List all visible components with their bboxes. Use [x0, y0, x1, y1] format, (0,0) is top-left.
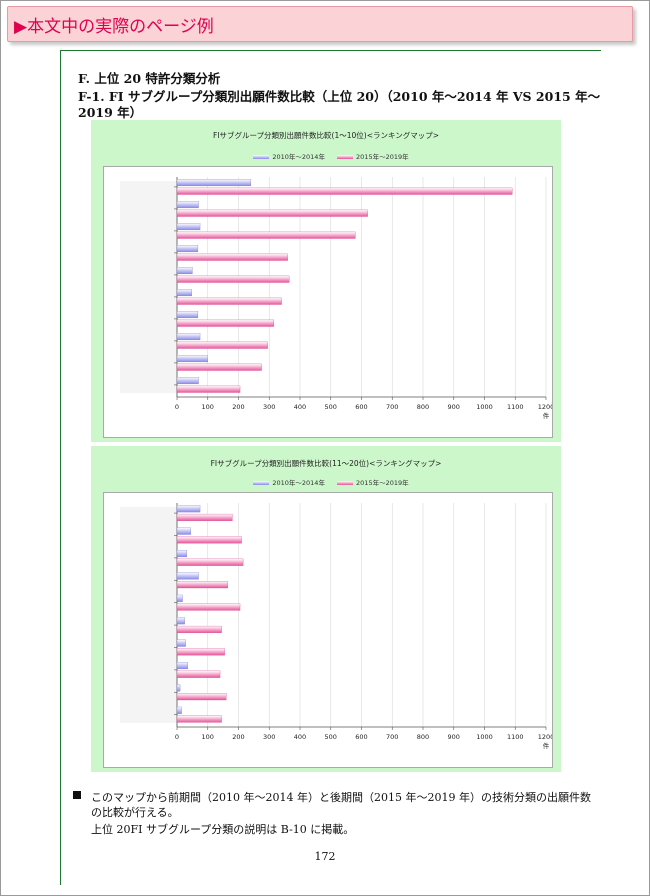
bar-series1	[176, 594, 183, 602]
x-tick-label: 500	[325, 733, 337, 741]
chart-title-2: FIサブグループ分類別出願件数比較(11～20位)<ランキングマップ>	[210, 459, 442, 468]
legend-label-series2: 2015年～2019年	[356, 153, 409, 161]
bar-series1	[176, 572, 199, 580]
bar-series2	[176, 363, 262, 371]
bar-series2	[176, 558, 244, 566]
legend-swatch-series1	[253, 155, 270, 159]
bar-series1	[176, 639, 186, 647]
chart-plot-1: 0 100 200 300 400 500 600 700 800 900 1000 1100 1200…	[103, 166, 553, 438]
bar-series2	[176, 670, 221, 678]
bar-series2	[176, 209, 368, 217]
category-label-area	[120, 507, 177, 723]
bar-series1	[176, 550, 187, 558]
bar-series2	[176, 648, 225, 656]
bar-series2	[176, 275, 290, 283]
x-tick-label: 700	[386, 403, 398, 411]
bar-series2	[176, 536, 242, 544]
bar-series2	[176, 253, 288, 261]
chart-legend-1: 2010年～2014年 2015年～2019年	[91, 151, 561, 161]
chart-plot-2: 0 100 200 300 400 500 600 700 800 900 1000 1100 1200…	[103, 492, 553, 768]
bar-series1	[176, 179, 251, 187]
chart-title-1: FIサブグループ分類別出願件数比較(1～10位)<ランキングマップ>	[212, 131, 440, 140]
legend-label-series1: 2010年～2014年	[272, 479, 325, 487]
bar-series1	[176, 267, 193, 275]
chart-panel-1: FIサブグループ分類別出願件数比較(1～10位)<ランキングマップ> 2010年…	[91, 120, 561, 442]
legend-swatch-series1	[253, 481, 270, 485]
bar-series1	[176, 311, 199, 319]
x-tick-label: 1200	[538, 733, 552, 741]
bar-series2	[176, 187, 513, 195]
bar-series1	[176, 706, 182, 714]
chart-legend-2: 2010年～2014年 2015年～2019年	[91, 477, 561, 487]
body-text-line1: このマップから前期間（2010 年～2014 年）と後期間（2015 年～201…	[91, 791, 591, 804]
x-tick-label: 700	[386, 733, 398, 741]
chart-svg-2: 0 100 200 300 400 500 600 700 800 900 1000 1100 1200…	[120, 503, 552, 750]
bar-series2	[176, 385, 241, 393]
bar-series1	[176, 245, 199, 253]
x-tick-label: 900	[448, 733, 460, 741]
body-text-line3: 上位 20FI サブグループ分類の説明は B-10 に掲載。	[91, 823, 355, 836]
x-tick-label: 800	[417, 403, 429, 411]
section-subheading-line2: 2019 年）	[78, 105, 143, 120]
example-banner: ▶本文中の実際のページ例	[7, 6, 633, 42]
bar-series1	[176, 527, 191, 535]
x-tick-label: 600	[355, 403, 367, 411]
x-tick-label: 500	[325, 403, 337, 411]
x-tick-label: 0	[175, 733, 179, 741]
x-tick-label: 1100	[507, 403, 524, 411]
x-tick-label: 600	[355, 733, 367, 741]
bar-series1	[176, 355, 208, 363]
legend-swatch-series2	[337, 155, 354, 159]
page-border	[60, 50, 601, 885]
bar-series1	[176, 505, 201, 513]
x-tick-label: 100	[202, 733, 214, 741]
x-tick-label: 0	[175, 403, 179, 411]
bar-series2	[176, 603, 241, 611]
page-number: 172	[314, 850, 336, 863]
section-subheading-line1: F-1. FI サブグループ分類別出願件数比較（上位 20）（2010 年～20…	[78, 89, 601, 104]
body-text-line2: の比較が行える。	[91, 806, 179, 819]
x-tick-label: 1200	[538, 403, 552, 411]
x-unit-label: 件	[543, 741, 550, 750]
x-tick-label: 300	[263, 733, 275, 741]
x-tick-label: 1000	[476, 403, 493, 411]
x-tick-label: 100	[202, 403, 214, 411]
x-tick-label: 1000	[476, 733, 493, 741]
bar-series2	[176, 513, 233, 521]
x-tick-label: 900	[448, 403, 460, 411]
legend-label-series1: 2010年～2014年	[272, 153, 325, 161]
bar-series2	[176, 297, 282, 305]
bar-series1	[176, 684, 181, 692]
bar-series1	[176, 617, 185, 625]
chart-panel-2: FIサブグループ分類別出願件数比較(11～20位)<ランキングマップ> 2010…	[91, 446, 561, 772]
legend-swatch-series2	[337, 481, 354, 485]
bar-series1	[176, 333, 201, 341]
bar-series2	[176, 319, 275, 327]
legend-label-series2: 2015年～2019年	[356, 479, 409, 487]
x-tick-label: 400	[294, 733, 306, 741]
x-tick-label: 200	[232, 733, 244, 741]
bullet-square-icon	[73, 791, 81, 799]
x-tick-label: 200	[232, 403, 244, 411]
section-heading: F. 上位 20 特許分類分析	[78, 71, 221, 86]
bar-series2	[176, 341, 268, 349]
x-tick-label: 800	[417, 733, 429, 741]
x-tick-label: 1100	[507, 733, 524, 741]
bar-series1	[176, 201, 199, 209]
x-unit-label: 件	[543, 411, 550, 420]
bar-series1	[176, 662, 188, 670]
bar-series2	[176, 715, 222, 723]
x-tick-label: 400	[294, 403, 306, 411]
bar-series2	[176, 693, 227, 701]
bar-series1	[176, 289, 192, 297]
bar-series2	[176, 625, 222, 633]
x-tick-label: 300	[263, 403, 275, 411]
bar-series1	[176, 223, 201, 231]
banner-title: ▶本文中の実際のページ例	[14, 17, 214, 37]
category-label-area	[120, 181, 177, 393]
bar-series2	[176, 581, 228, 589]
bar-series2	[176, 231, 356, 239]
chart-svg-1: 0 100 200 300 400 500 600 700 800 900 1000 1100 1200…	[120, 177, 552, 420]
bar-series1	[176, 377, 199, 385]
